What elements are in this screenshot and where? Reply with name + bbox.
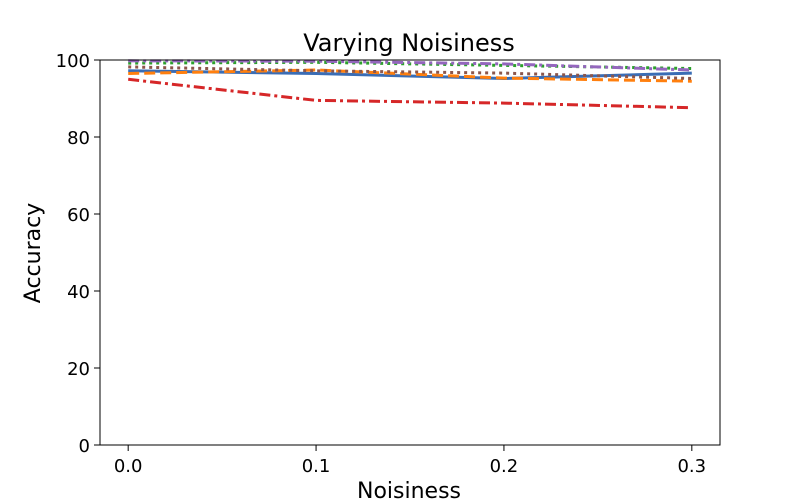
series-line-6 (128, 65, 692, 80)
y-tick-label: 60 (67, 205, 90, 226)
axes-frame (99, 59, 721, 446)
y-tick-label: 0 (79, 436, 90, 457)
y-tick-label: 80 (67, 128, 90, 149)
x-axis-label: Noisiness (357, 479, 461, 500)
y-tick-label: 40 (67, 282, 90, 303)
x-tick-label: 0.3 (677, 456, 706, 477)
series-line-2 (128, 68, 692, 83)
y-axis-label: Accuracy (21, 203, 46, 303)
y-tick-label: 20 (67, 359, 90, 380)
y-tick-label: 100 (56, 51, 90, 72)
series-line-5 (128, 59, 692, 72)
y-axis-ticks: 0 20 40 60 80 100 (56, 51, 100, 457)
series-line-4 (128, 77, 692, 110)
x-tick-label: 0.0 (114, 456, 143, 477)
chart-title: Varying Noisiness (303, 29, 515, 57)
x-axis-ticks: 0.0 0.1 0.2 0.3 (114, 445, 706, 477)
series-lines (128, 59, 692, 110)
x-tick-label: 0.1 (302, 456, 331, 477)
x-tick-label: 0.2 (490, 456, 519, 477)
